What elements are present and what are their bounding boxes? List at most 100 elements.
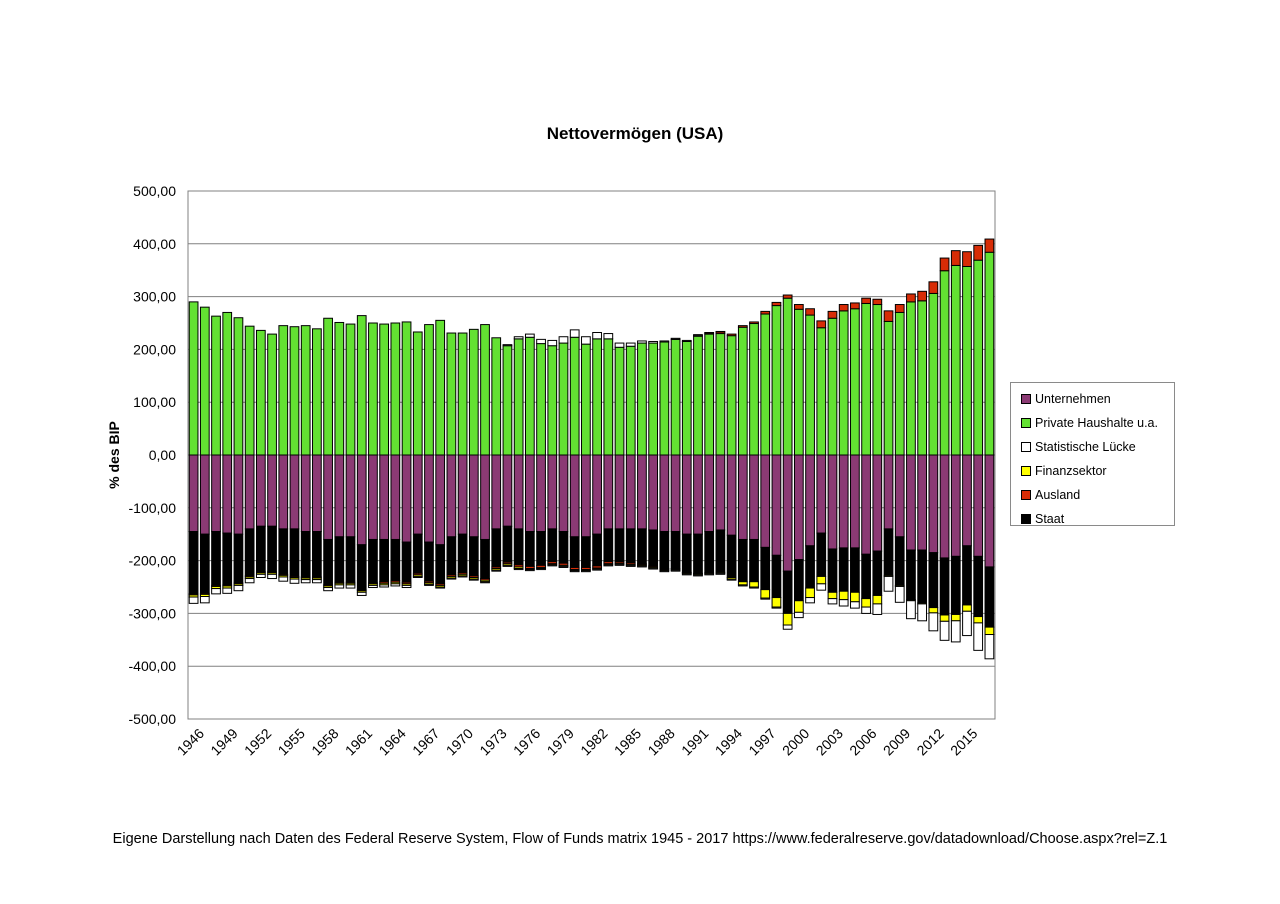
bar-segment — [816, 583, 827, 591]
bar-segment — [412, 575, 423, 579]
bar-segment — [524, 333, 535, 338]
bar-segment — [715, 529, 726, 573]
bar-segment — [457, 533, 468, 574]
bar-segment — [771, 554, 782, 599]
bar-segment — [827, 310, 838, 319]
y-tick-labels: 500,00 400,00 300,00 200,00 100,00 0,00 -100,0… — [129, 183, 177, 727]
legend-swatch — [1021, 490, 1031, 500]
bar-segment — [917, 300, 928, 456]
bar-segment — [760, 313, 771, 456]
bar-segment — [345, 454, 356, 538]
bar-segment — [659, 454, 670, 533]
bar-segment — [883, 454, 894, 530]
bar-segment — [379, 454, 390, 540]
bar-segment — [827, 598, 838, 605]
bar-segment — [289, 454, 300, 530]
bar-segment — [323, 538, 333, 586]
bar-segment — [816, 327, 827, 456]
bar-segment — [468, 536, 479, 577]
bar-segment — [267, 573, 277, 580]
bar-segment — [637, 528, 647, 565]
bar-segment — [435, 586, 446, 589]
bar-segment — [424, 454, 434, 543]
x-tick-label: 1994 — [712, 725, 745, 758]
y-tick-label: 400,00 — [133, 236, 176, 252]
bar-segment — [255, 454, 266, 527]
bar-segment — [558, 565, 569, 568]
bar-segment — [816, 320, 827, 329]
bar-segment — [637, 342, 647, 456]
bar-segment — [950, 264, 961, 456]
bar-segment — [670, 531, 681, 570]
bar-segment — [939, 257, 950, 272]
bar-segment — [984, 454, 995, 568]
x-tick-label: 1991 — [678, 725, 711, 758]
bar-segment — [850, 601, 860, 609]
x-tick-label: 2003 — [813, 725, 846, 758]
bar-segment — [894, 454, 905, 538]
bar-segment — [278, 576, 289, 582]
bar-segment — [737, 454, 748, 540]
bar-segment — [973, 622, 984, 651]
bar-segment — [861, 606, 871, 614]
bar-segment — [872, 594, 883, 605]
bar-segment — [468, 328, 479, 456]
bar-segment — [749, 454, 759, 540]
bar-segment — [816, 575, 827, 585]
bar-segment — [693, 335, 703, 456]
bar-segment — [188, 596, 199, 604]
bar-segment — [334, 536, 345, 583]
bar-segment — [323, 454, 333, 540]
bar-segment — [368, 584, 378, 589]
bar-segment — [480, 454, 490, 540]
bar-segment — [356, 544, 367, 591]
bar-segment — [581, 536, 591, 568]
bar-segment — [894, 311, 905, 456]
bar-segment — [883, 528, 894, 576]
bar-segment — [917, 603, 928, 622]
bar-segment — [861, 454, 871, 555]
bar-segment — [390, 322, 401, 456]
legend-label: Finanzsektor — [1035, 464, 1107, 478]
bar-segment — [939, 557, 950, 616]
bar-segment — [771, 301, 782, 307]
legend-item: Ausland — [1011, 483, 1174, 507]
bar-segment — [502, 525, 513, 563]
bar-segment — [491, 337, 502, 456]
bar-segment — [569, 336, 580, 456]
bar-segment — [435, 319, 446, 456]
bar-segment — [592, 454, 602, 535]
bar-segment — [637, 565, 647, 568]
bar-segment — [614, 528, 625, 563]
bar-segment — [793, 304, 804, 310]
bar-segment — [984, 238, 995, 253]
x-tick-label: 1946 — [174, 725, 207, 758]
bar-segment — [659, 570, 670, 573]
legend-label: Private Haushalte u.a. — [1035, 416, 1158, 430]
bar-segment — [883, 575, 894, 592]
bar-segment — [233, 454, 244, 535]
legend-item: Finanzsektor — [1011, 459, 1174, 483]
legend: Unternehmen Private Haushalte u.a. Statist… — [1010, 382, 1175, 526]
legend-swatch — [1021, 394, 1031, 404]
bar-segment — [390, 583, 401, 587]
bar-segment — [446, 536, 457, 576]
bar-segment — [368, 538, 378, 584]
bar-segment — [850, 302, 860, 310]
bar-segment — [962, 545, 972, 606]
bar-segment — [838, 304, 849, 312]
bar-segment — [323, 317, 333, 456]
x-tick-label: 1949 — [207, 725, 240, 758]
bar-segment — [244, 578, 255, 584]
bar-segment — [603, 333, 614, 340]
bar-segment — [693, 533, 703, 574]
bar-segment — [491, 454, 502, 530]
bar-segment — [536, 343, 546, 456]
bar-segment — [379, 584, 390, 588]
bar-segment — [928, 552, 939, 609]
x-tick-label: 1997 — [745, 725, 778, 758]
bar-segment — [524, 454, 535, 533]
bar-segment — [704, 531, 715, 574]
bar-segment — [536, 454, 546, 533]
bar-segment — [771, 606, 782, 609]
